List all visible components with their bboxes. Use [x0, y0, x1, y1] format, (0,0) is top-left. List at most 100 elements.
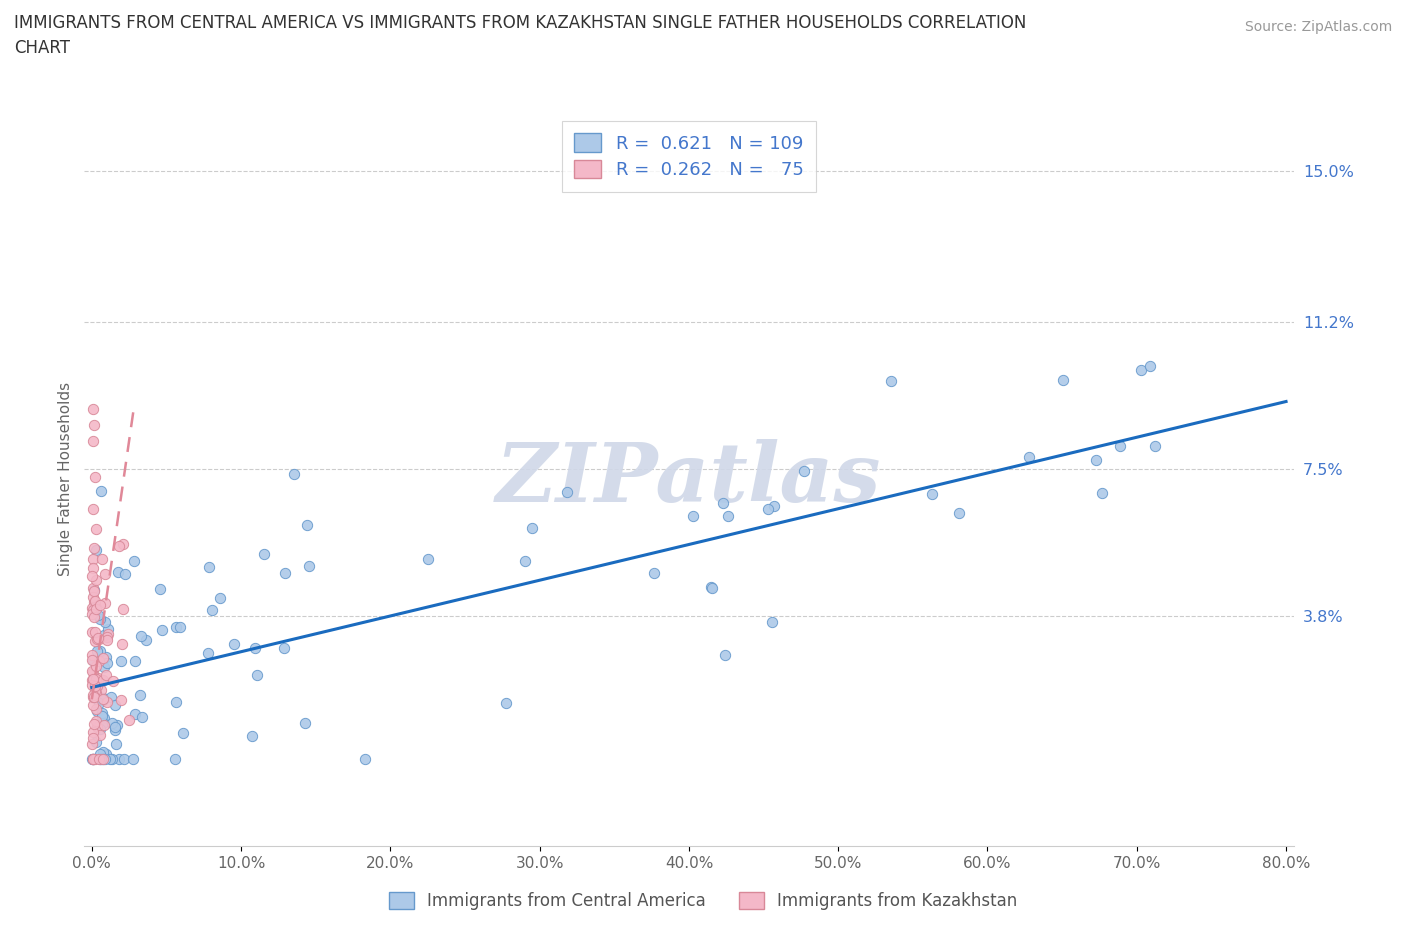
- Point: [96, 632, 118, 647]
- Point: [82, 433, 104, 448]
- Point: [714, 647, 737, 662]
- Point: [87, 695, 110, 710]
- Text: CHART: CHART: [14, 39, 70, 57]
- Point: [416, 551, 439, 566]
- Point: [163, 751, 186, 766]
- Point: [82, 665, 104, 680]
- Point: [83, 541, 105, 556]
- Point: [702, 580, 724, 595]
- Point: [82, 687, 104, 702]
- Point: [90, 709, 112, 724]
- Point: [166, 620, 188, 635]
- Point: [197, 645, 219, 660]
- Point: [80, 672, 103, 687]
- Point: [124, 654, 146, 669]
- Point: [1139, 359, 1161, 374]
- Point: [240, 728, 263, 743]
- Point: [86, 678, 108, 693]
- Point: [91, 690, 114, 705]
- Point: [82, 751, 104, 766]
- Point: [880, 374, 903, 389]
- Point: [100, 716, 122, 731]
- Point: [90, 484, 112, 498]
- Point: [105, 718, 128, 733]
- Point: [111, 537, 134, 551]
- Point: [253, 547, 276, 562]
- Point: [82, 581, 104, 596]
- Point: [83, 417, 105, 432]
- Point: [110, 692, 132, 707]
- Point: [91, 751, 114, 766]
- Point: [93, 718, 115, 733]
- Point: [761, 614, 783, 629]
- Point: [83, 716, 105, 731]
- Point: [105, 737, 128, 751]
- Point: [83, 470, 105, 485]
- Point: [103, 720, 125, 735]
- Point: [86, 631, 108, 646]
- Point: [114, 567, 136, 582]
- Point: [83, 690, 105, 705]
- Point: [91, 673, 114, 688]
- Point: [82, 737, 104, 751]
- Point: [96, 695, 118, 710]
- Point: [1084, 453, 1107, 468]
- Point: [82, 402, 104, 417]
- Point: [83, 582, 105, 597]
- Point: [93, 627, 115, 642]
- Point: [94, 751, 117, 766]
- Point: [89, 598, 111, 613]
- Point: [82, 603, 104, 618]
- Point: [82, 724, 104, 739]
- Point: [84, 633, 107, 648]
- Point: [948, 506, 970, 521]
- Point: [169, 619, 191, 634]
- Point: [83, 594, 105, 609]
- Point: [96, 627, 118, 642]
- Text: IMMIGRANTS FROM CENTRAL AMERICA VS IMMIGRANTS FROM KAZAKHSTAN SINGLE FATHER HOUS: IMMIGRANTS FROM CENTRAL AMERICA VS IMMIG…: [14, 14, 1026, 32]
- Point: [87, 653, 110, 668]
- Point: [82, 751, 104, 766]
- Point: [110, 653, 132, 668]
- Point: [83, 610, 105, 625]
- Point: [94, 595, 117, 610]
- Point: [80, 606, 103, 621]
- Point: [82, 664, 104, 679]
- Point: [111, 636, 134, 651]
- Point: [763, 498, 786, 513]
- Point: [82, 671, 104, 686]
- Point: [87, 751, 110, 766]
- Point: [82, 730, 104, 745]
- Point: [89, 722, 111, 737]
- Point: [89, 631, 111, 646]
- Point: [84, 573, 107, 588]
- Point: [108, 751, 131, 766]
- Point: [101, 673, 124, 688]
- Point: [84, 735, 107, 750]
- Point: [82, 501, 104, 516]
- Point: [122, 553, 145, 568]
- Point: [84, 751, 107, 766]
- Point: [82, 698, 104, 712]
- Point: [93, 660, 115, 675]
- Point: [84, 598, 107, 613]
- Point: [82, 624, 104, 639]
- Point: [91, 651, 114, 666]
- Point: [84, 542, 107, 557]
- Point: [172, 726, 194, 741]
- Point: [756, 501, 779, 516]
- Point: [353, 751, 375, 766]
- Point: [1052, 373, 1074, 388]
- Point: [82, 751, 104, 766]
- Point: [921, 486, 943, 501]
- Point: [100, 690, 122, 705]
- Point: [82, 690, 104, 705]
- Point: [793, 464, 815, 479]
- Point: [522, 520, 544, 535]
- Point: [86, 704, 108, 719]
- Point: [94, 650, 117, 665]
- Point: [93, 692, 115, 707]
- Point: [1129, 363, 1152, 378]
- Point: [87, 631, 110, 645]
- Point: [80, 653, 103, 668]
